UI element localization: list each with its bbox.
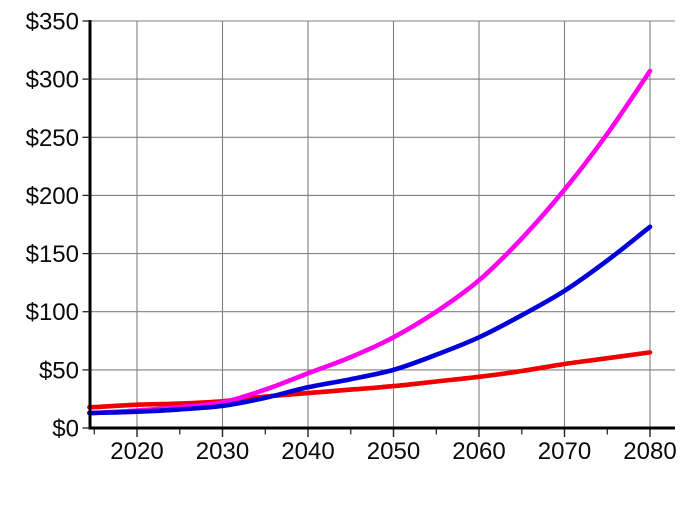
x-tick-label: 2020 [110,438,163,465]
series-blue-line [87,224,653,416]
y-tick-label: $0 [52,416,79,443]
axis-spines [88,20,675,430]
x-tick-labels: 2020 2030 2040 2050 2060 2070 2080 [110,438,676,465]
x-tick-label: 2040 [281,438,334,465]
horizontal-gridlines [90,20,675,429]
y-tick-label: $350 [26,9,79,36]
x-tick-label: 2080 [623,438,676,465]
x-tick-label: 2030 [196,438,249,465]
x-tick-label: 2060 [452,438,505,465]
y-tick-labels: $0 $50 $100 $150 $200 $250 $300 $350 [26,9,79,443]
tick-marks [82,20,651,437]
vertical-gridlines [136,21,651,428]
series-lines [87,68,653,416]
y-tick-label: $250 [26,125,79,152]
x-tick-label: 2070 [538,438,591,465]
y-tick-label: $300 [26,67,79,94]
y-tick-label: $150 [26,241,79,268]
y-tick-label: $100 [26,299,79,326]
y-tick-label: $50 [39,357,79,384]
series-red-line [87,350,653,410]
y-tick-label: $200 [26,183,79,210]
x-tick-label: 2050 [367,438,420,465]
